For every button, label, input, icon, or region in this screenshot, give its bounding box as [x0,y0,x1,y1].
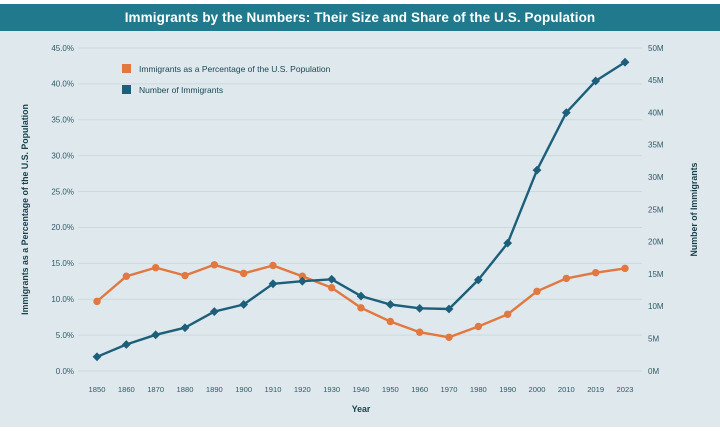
data-point-marker [180,323,190,333]
legend-label: Number of Immigrants [139,85,223,95]
data-point-marker [357,304,365,312]
data-point-marker [210,261,219,269]
data-point-marker [239,269,248,278]
series-percentage [93,261,629,341]
x-axis-tick-label: 1980 [470,385,487,394]
data-point-marker [444,304,454,314]
x-axis-tick-label: 1930 [323,385,340,394]
right-axis-tick-label: 0M [648,367,659,376]
left-axis-tick-label: 40.0% [51,80,74,89]
data-point-marker [591,268,600,277]
left-axis-tick-label: 20.0% [51,223,74,232]
data-point-marker [209,307,219,316]
left-axis-tick-label: 0.0% [56,367,74,376]
data-point-marker [298,272,307,280]
data-point-marker [445,333,453,341]
data-point-marker [385,300,395,309]
data-point-marker [532,165,542,175]
x-axis-tick-label: 1850 [89,385,106,394]
legend-swatch-number [122,85,131,94]
data-point-marker [621,264,629,273]
grid-lines [78,47,642,372]
line-chart: 0.0% 5.0% 10.0% 15.0% 20.0% 25.0% 30.0% 35.0% 40… [0,31,720,427]
data-point-marker [181,271,189,280]
data-point-marker [386,317,395,326]
left-axis-tick-label: 5.0% [56,331,74,340]
x-axis-tick-label: 2000 [529,385,546,394]
data-point-marker [269,261,277,270]
right-axis-tick-label: 35M [648,141,664,150]
legend: Immigrants as a Percentage of the U.S. P… [122,64,331,95]
left-axis-tick-label: 35.0% [51,116,74,125]
series-line [95,61,627,358]
x-axis-tick-label: 1890 [206,385,223,394]
data-point-marker [415,303,425,313]
legend-swatch-percentage [122,64,131,73]
x-axis-tick-label: 1880 [177,385,194,394]
data-point-marker [121,340,131,349]
right-axis-tick-label: 5M [648,335,659,344]
right-axis-tick-label: 40M [648,108,664,117]
data-point-marker [327,284,336,292]
x-axis-tick-label: 2023 [617,385,634,394]
data-point-marker [297,276,307,286]
right-axis-title: Number of Immigrants [689,162,699,256]
x-axis-tick-label: 1970 [441,385,458,394]
data-point-marker [92,352,102,362]
right-axis-tick-label: 25M [648,205,664,214]
x-axis-tick-label: 1870 [147,385,164,394]
right-axis-tick-label: 50M [648,44,664,53]
data-point-marker [93,297,101,306]
chart-panel: 0.0% 5.0% 10.0% 15.0% 20.0% 25.0% 30.0% 35.0% 40… [0,31,720,427]
left-axis-tick-label: 45.0% [51,44,74,53]
x-axis-tick-label: 1940 [353,385,370,394]
left-axis-tick-label: 30.0% [51,151,74,160]
data-point-marker [122,272,131,280]
data-point-marker [415,328,424,336]
data-point-marker [327,274,337,284]
data-point-marker [562,274,571,283]
chart-title-bar: Immigrants by the Numbers: Their Size an… [0,4,720,31]
x-axis-tick-label: 1860 [118,385,135,394]
x-axis-tick-label: 1900 [235,385,252,394]
left-axis-tick-label: 15.0% [51,259,74,268]
left-axis-tick-label: 25.0% [51,187,74,196]
left-axis-ticks: 0.0% 5.0% 10.0% 15.0% 20.0% 25.0% 30.0% 35.0% 40… [51,44,74,376]
data-point-marker [474,322,483,331]
right-axis-tick-label: 30M [648,173,664,182]
data-point-marker [533,287,541,296]
right-axis-tick-label: 20M [648,238,664,247]
x-axis-tick-label: 1960 [411,385,428,394]
data-point-marker [503,238,513,248]
x-axis-tick-label: 2010 [558,385,575,394]
data-point-marker [151,263,160,272]
legend-label: Immigrants as a Percentage of the U.S. P… [139,64,331,74]
data-point-marker [268,279,278,289]
right-axis-ticks: 0M 5M 10M 15M 20M 25M 30M 35M 40M 45M 50M [648,44,664,376]
data-point-marker [239,300,249,309]
x-axis-tick-label: 1950 [382,385,399,394]
right-axis-tick-label: 15M [648,270,664,279]
right-axis-tick-label: 45M [648,76,664,85]
x-axis-title: Year [352,404,371,414]
series-number [92,57,630,362]
data-point-marker [503,310,512,318]
x-axis-ticks: 1850 1860 1870 1880 1890 1900 1910 1920 1930 1940… [89,385,634,394]
x-axis-tick-label: 1990 [499,385,516,394]
right-axis-tick-label: 10M [648,302,664,311]
chart-title: Immigrants by the Numbers: Their Size an… [124,10,596,25]
left-axis-tick-label: 10.0% [51,295,74,304]
x-axis-tick-label: 1920 [294,385,311,394]
x-axis-tick-label: 1910 [265,385,282,394]
series-line [95,263,627,339]
data-point-marker [151,330,161,340]
data-point-marker [561,108,571,117]
data-point-marker [591,76,601,86]
x-axis-tick-label: 2019 [587,385,604,394]
data-point-marker [356,291,366,301]
left-axis-title: Immigrants as a Percentage of the U.S. P… [20,104,30,315]
